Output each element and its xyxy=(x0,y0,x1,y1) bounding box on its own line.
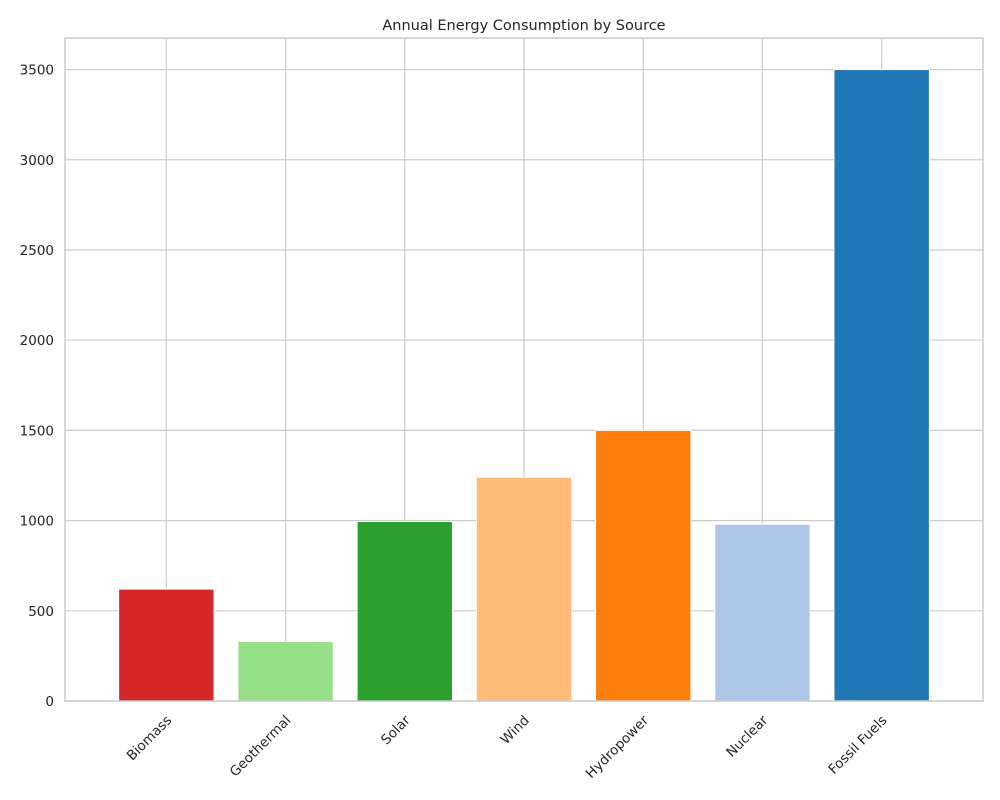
x-tick-label: Biomass xyxy=(124,713,175,764)
x-axis-ticks: Biomass Geothermal Solar Wind Hydropower Nucl… xyxy=(124,712,891,782)
bar-nuclear xyxy=(714,523,811,702)
x-tick-label: Geothermal xyxy=(227,713,295,781)
bar-fossil-fuels xyxy=(833,69,930,702)
y-tick-label: 1000 xyxy=(20,514,54,530)
bar-biomass xyxy=(118,588,215,702)
y-axis-ticks: 0 500 1000 1500 2000 2500 3000 3500 xyxy=(20,63,54,710)
y-tick-label: 0 xyxy=(45,694,54,710)
x-tick-label: Nuclear xyxy=(723,712,771,760)
bar-wind xyxy=(475,476,573,702)
chart-title: Annual Energy Consumption by Source xyxy=(382,18,665,34)
y-tick-label: 2500 xyxy=(20,243,54,259)
y-tick-label: 2000 xyxy=(20,333,54,349)
x-tick-label: Wind xyxy=(498,713,533,748)
x-tick-label: Fossil Fuels xyxy=(825,713,890,778)
x-tick-label: Hydropower xyxy=(583,712,653,782)
plot-area-frame xyxy=(64,37,984,702)
bar-hydropower xyxy=(595,429,692,702)
bar-geothermal xyxy=(237,640,334,702)
y-tick-label: 500 xyxy=(28,604,54,620)
bar-solar xyxy=(356,520,453,702)
y-tick-label: 1500 xyxy=(20,423,54,439)
x-tick-label: Solar xyxy=(378,712,414,748)
y-tick-label: 3500 xyxy=(20,63,54,79)
bars xyxy=(118,69,930,702)
y-tick-label: 3000 xyxy=(20,153,54,169)
